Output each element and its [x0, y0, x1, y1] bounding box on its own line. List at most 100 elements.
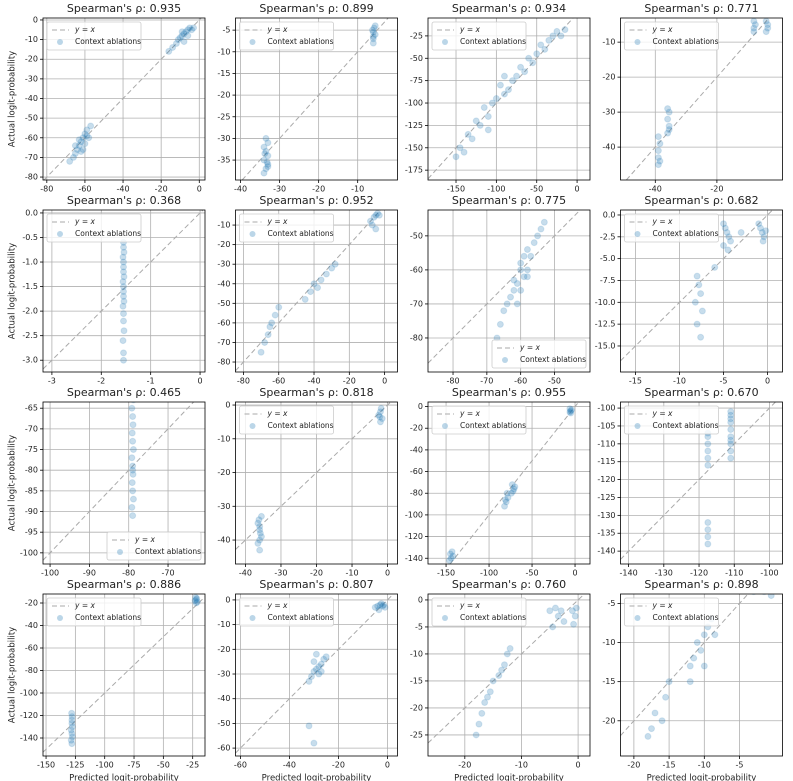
y-tick-label: -20	[217, 240, 230, 249]
point	[523, 273, 531, 281]
point	[537, 225, 545, 233]
point	[549, 32, 557, 40]
y-tick-label: -30	[217, 670, 230, 679]
point	[727, 433, 735, 441]
point	[129, 437, 137, 445]
point	[257, 348, 265, 356]
point	[750, 28, 758, 36]
points	[66, 24, 198, 165]
point	[691, 298, 699, 306]
y-tick-label: -30	[602, 108, 615, 117]
point	[120, 292, 128, 300]
point	[658, 717, 666, 725]
panel-title: Spearman's ρ: 0.934	[452, 2, 566, 15]
legend-marker	[57, 615, 63, 621]
y-tick-label: -80	[25, 466, 38, 475]
y-tick-label: -175	[405, 166, 423, 175]
point	[751, 21, 759, 29]
point	[720, 220, 728, 228]
point	[178, 28, 186, 36]
point	[67, 736, 75, 744]
point	[83, 126, 91, 134]
point	[506, 645, 514, 653]
point	[720, 242, 728, 250]
point	[119, 278, 127, 286]
panel-title: Spearman's ρ: 0.771	[644, 2, 758, 15]
legend-label: y = x	[652, 601, 673, 610]
panel: Spearman's ρ: 0.898 -20 -15 -10 -5 -20 -15 -10 -…	[602, 578, 783, 781]
points	[493, 218, 548, 342]
point	[68, 719, 76, 727]
points	[691, 220, 770, 341]
x-tick-label: -2	[97, 377, 105, 386]
point	[176, 34, 184, 42]
point	[704, 447, 712, 455]
x-axis-label: Predicted logit-probability	[69, 774, 179, 781]
x-tick-label: 0	[576, 761, 581, 770]
panel-title: Spearman's ρ: 0.935	[67, 2, 181, 15]
point	[262, 147, 270, 155]
point	[724, 246, 732, 254]
y-tick-label: -50	[25, 114, 38, 123]
point	[568, 406, 576, 414]
y-tick-label: -40	[602, 143, 615, 152]
y-axis-label: Actual logit-probability	[8, 435, 18, 531]
plot-frame	[620, 17, 783, 181]
panel: Spearman's ρ: 0.465 -100 -90 -80 -70 -100 -95 -…	[8, 386, 206, 578]
point	[87, 122, 95, 130]
point	[697, 290, 705, 298]
point	[129, 421, 137, 429]
point	[120, 283, 128, 291]
point	[662, 693, 670, 701]
legend: y = x Context ablations	[239, 597, 334, 627]
y-tick-label: -50	[410, 231, 423, 240]
y-tick-label: -150	[405, 143, 423, 152]
y-tick-label: -10	[25, 35, 38, 44]
legend: y = x Context ablations	[46, 21, 142, 51]
point	[192, 599, 200, 607]
point	[759, 237, 767, 245]
point	[525, 54, 533, 62]
y-tick-label: -100	[20, 548, 38, 557]
y-tick-label: -50	[217, 299, 230, 308]
point	[464, 130, 472, 138]
point	[527, 252, 535, 260]
reference-line	[43, 18, 202, 180]
point	[312, 665, 320, 673]
point	[310, 668, 318, 676]
x-tick-label: -10	[673, 377, 686, 386]
point	[376, 408, 384, 416]
point	[480, 104, 488, 112]
x-axis-label: Predicted logit-probability	[262, 774, 372, 781]
point	[737, 228, 745, 236]
legend-label: Context ablations	[653, 421, 719, 430]
point	[317, 660, 325, 668]
legend-marker	[634, 231, 641, 237]
point	[376, 418, 384, 426]
point	[260, 156, 268, 164]
point	[529, 59, 537, 67]
y-tick-label: -2.5	[600, 232, 616, 241]
point	[376, 601, 384, 609]
y-tick-label: -80	[217, 358, 230, 367]
y-tick-label: -100	[20, 689, 38, 698]
point	[489, 677, 497, 685]
point	[517, 266, 525, 274]
point	[317, 668, 325, 676]
point	[119, 337, 127, 345]
point	[530, 239, 538, 247]
x-tick-label: -20	[155, 185, 168, 194]
point	[704, 519, 712, 527]
point	[182, 28, 190, 36]
legend-box	[624, 597, 719, 627]
point	[75, 136, 83, 144]
point	[79, 146, 87, 154]
point	[501, 502, 509, 510]
point	[750, 24, 758, 32]
reference-line	[428, 210, 581, 364]
point	[255, 516, 263, 524]
x-tick-label: -80	[237, 377, 250, 386]
panel-title: Spearman's ρ: 0.955	[452, 386, 566, 399]
point	[370, 213, 378, 221]
